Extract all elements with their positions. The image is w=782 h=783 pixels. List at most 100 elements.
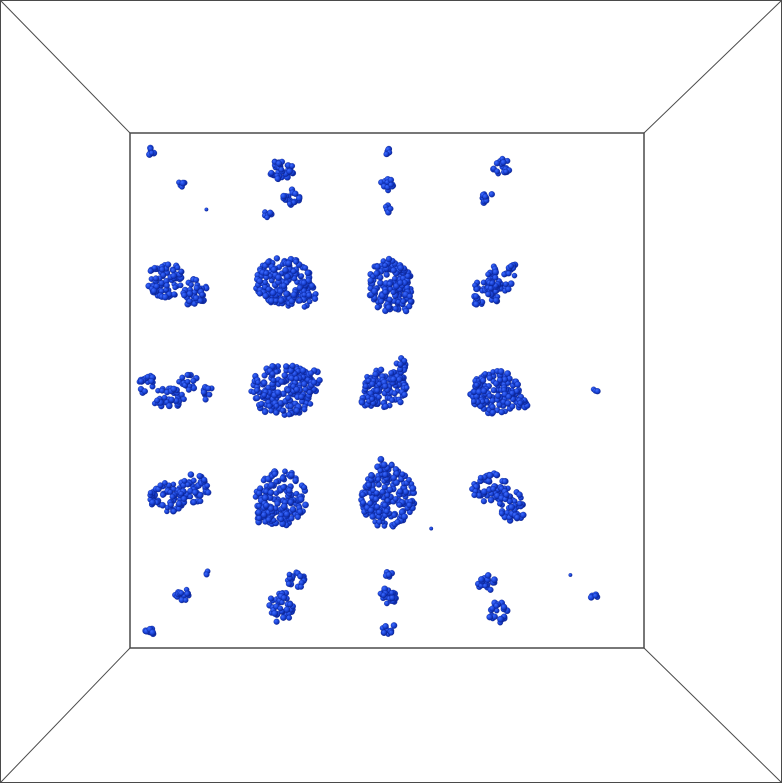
particle xyxy=(197,297,204,304)
particle xyxy=(385,255,393,263)
particle xyxy=(500,603,508,611)
particle xyxy=(256,277,263,285)
particle xyxy=(473,286,480,293)
particle xyxy=(278,166,285,173)
cluster-r1-c4 xyxy=(479,155,513,206)
particle xyxy=(163,282,170,289)
particle xyxy=(396,376,403,383)
particle xyxy=(296,284,303,291)
particle xyxy=(196,472,203,480)
cluster-r1-c1 xyxy=(146,144,209,212)
particle xyxy=(386,280,393,287)
particle xyxy=(302,264,309,271)
particle xyxy=(503,281,509,288)
particle xyxy=(157,482,164,489)
particle xyxy=(283,510,291,518)
particle xyxy=(308,370,314,377)
particle xyxy=(289,362,296,369)
particle xyxy=(384,497,391,504)
edge-bottom-left xyxy=(0,647,131,783)
particle xyxy=(471,398,477,405)
particle xyxy=(278,516,285,523)
particle xyxy=(497,368,505,375)
particle xyxy=(480,498,487,505)
particle xyxy=(376,519,383,525)
particle xyxy=(306,389,313,396)
particle xyxy=(193,294,200,302)
particle xyxy=(492,268,499,276)
cluster-r4-c4 xyxy=(469,470,527,524)
particle xyxy=(167,489,174,495)
cluster-r4-c1 xyxy=(147,471,212,515)
particle xyxy=(203,571,210,578)
particle xyxy=(270,377,277,383)
particle xyxy=(471,491,478,499)
particle xyxy=(177,282,184,289)
particle xyxy=(374,304,381,311)
particle xyxy=(358,399,366,406)
particle xyxy=(274,500,281,507)
particle xyxy=(472,293,480,300)
particle xyxy=(380,592,387,599)
particle xyxy=(286,411,292,418)
particle xyxy=(185,481,191,488)
cluster-r3-c3 xyxy=(358,355,410,411)
particle xyxy=(520,511,527,519)
particle xyxy=(280,594,288,601)
cluster-r3-c1 xyxy=(136,371,215,410)
particle xyxy=(184,371,191,378)
particle xyxy=(381,629,388,636)
cluster-r2-c2 xyxy=(253,255,319,310)
particle xyxy=(184,590,191,597)
particle xyxy=(409,484,417,492)
particle xyxy=(369,396,375,402)
particle xyxy=(517,400,524,406)
particle xyxy=(478,576,485,583)
cluster-r4-c5 xyxy=(429,526,434,531)
particle xyxy=(311,295,319,302)
particle xyxy=(174,264,181,271)
particle xyxy=(594,388,601,395)
cluster-r2-c4 xyxy=(471,261,519,308)
particle xyxy=(161,293,169,301)
particle xyxy=(397,264,404,272)
particle xyxy=(390,474,397,481)
particle xyxy=(390,289,397,296)
particle xyxy=(191,489,199,496)
particle xyxy=(188,282,194,288)
cluster-r5-c1 xyxy=(142,568,211,638)
particle xyxy=(296,297,303,304)
particle xyxy=(385,571,393,578)
particle xyxy=(287,601,294,608)
particle xyxy=(149,499,156,506)
particle xyxy=(279,475,286,482)
particle xyxy=(397,279,404,286)
particle xyxy=(508,503,515,511)
particle xyxy=(292,190,299,197)
particle xyxy=(255,379,261,386)
particle xyxy=(498,510,505,517)
particle xyxy=(301,406,308,413)
particle xyxy=(400,298,407,305)
particle xyxy=(261,392,268,398)
particle xyxy=(280,484,287,491)
particle xyxy=(280,503,288,510)
particle xyxy=(141,388,148,395)
particle xyxy=(304,269,312,277)
particle xyxy=(160,492,166,498)
particle xyxy=(486,393,493,399)
particle xyxy=(185,386,192,393)
particle xyxy=(401,391,408,398)
particle xyxy=(290,268,297,275)
particle xyxy=(190,377,197,384)
particle xyxy=(197,498,204,505)
particle xyxy=(387,176,395,183)
particle xyxy=(388,181,394,188)
particle xyxy=(489,280,496,286)
particle xyxy=(396,501,403,508)
particle xyxy=(406,293,413,300)
cluster-r3-c4 xyxy=(467,368,531,417)
particle xyxy=(168,396,175,403)
particle xyxy=(482,371,488,377)
